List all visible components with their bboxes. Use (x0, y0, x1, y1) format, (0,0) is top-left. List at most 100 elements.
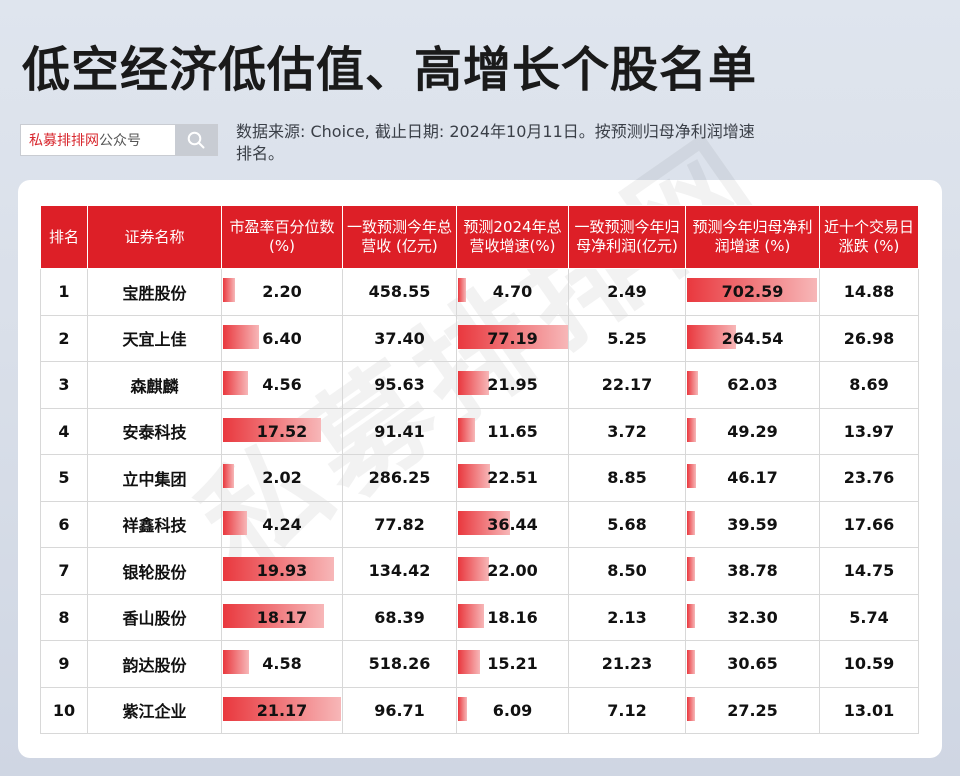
cell-profit: 8.85 (568, 454, 686, 502)
cell-value: 8.50 (607, 561, 647, 581)
cell-profit: 3.72 (568, 407, 686, 455)
cell-value: 22.00 (487, 561, 538, 581)
header-change-10d: 近十个交易日涨跌 (%) (819, 205, 919, 269)
value-bar (687, 464, 696, 488)
cell-value: 91.41 (374, 421, 425, 441)
table-row: 3 森麒麟 4.56 95.63 21.95 22.17 62.03 8.69 (40, 361, 919, 409)
value-bar (458, 510, 510, 535)
cell-value: 3.72 (607, 421, 647, 441)
cell-rank: 1 (40, 268, 88, 316)
cell-name: 祥鑫科技 (87, 500, 222, 548)
value-bar (223, 696, 341, 721)
cell-value: 9 (58, 654, 70, 674)
cell-value: 5.74 (849, 607, 889, 627)
stock-table: 排名 证券名称 市盈率百分位数(%) 一致预测今年总营收 (亿元) 预测2024… (40, 205, 919, 734)
cell-profit: 22.17 (568, 361, 686, 409)
cell-revenue: 68.39 (342, 593, 457, 641)
table-row: 2 天宜上佳 6.40 37.40 77.19 5.25 264.54 26.98 (40, 314, 919, 362)
cell-profit: 5.25 (568, 314, 686, 362)
cell-value: 紫江企业 (122, 702, 187, 722)
cell-name: 安泰科技 (87, 407, 222, 455)
cell-revenue-growth: 22.00 (456, 547, 569, 595)
cell-revenue-growth: 18.16 (456, 593, 569, 641)
cell-value: 安泰科技 (122, 423, 187, 443)
cell-value: 77.19 (487, 328, 538, 348)
cell-rank: 2 (40, 314, 88, 362)
value-bar (687, 371, 698, 395)
table-header-row: 排名 证券名称 市盈率百分位数(%) 一致预测今年总营收 (亿元) 预测2024… (40, 205, 919, 269)
value-bar (458, 324, 568, 349)
cell-rank: 7 (40, 547, 88, 595)
table-row: 8 香山股份 18.17 68.39 18.16 2.13 32.30 5.74 (40, 593, 919, 641)
cell-revenue: 286.25 (342, 454, 457, 502)
cell-value: 韵达股份 (122, 655, 187, 675)
cell-value: 49.29 (727, 421, 778, 441)
value-bar (687, 417, 696, 442)
cell-value: 77.82 (374, 514, 425, 534)
cell-value: 5.25 (607, 328, 647, 348)
page-title: 低空经济低估值、高增长个股名单 (22, 42, 758, 98)
cell-profit-growth: 27.25 (685, 686, 820, 734)
cell-value: 21.17 (256, 700, 308, 720)
value-bar (458, 417, 475, 442)
cell-pe-percentile: 4.56 (221, 361, 343, 409)
cell-value: 2.02 (262, 468, 302, 488)
cell-value: 19.93 (256, 561, 308, 581)
value-bar (458, 464, 490, 488)
cell-value: 2 (58, 328, 70, 348)
cell-name: 韵达股份 (87, 640, 222, 688)
cell-profit-growth: 30.65 (685, 640, 820, 688)
cell-change-10d: 13.97 (819, 407, 919, 455)
cell-change-10d: 13.01 (819, 686, 919, 734)
cell-profit-growth: 46.17 (685, 454, 820, 502)
cell-value: 702.59 (721, 282, 784, 302)
value-bar (223, 371, 248, 395)
value-bar (687, 557, 695, 581)
value-bar (458, 278, 466, 302)
cell-change-10d: 8.69 (819, 361, 919, 409)
cell-value: 17.52 (256, 421, 308, 441)
value-bar (687, 650, 695, 674)
cell-value: 立中集团 (122, 469, 187, 489)
value-bar (223, 324, 259, 349)
cell-value: 23.76 (843, 468, 895, 488)
value-bar (223, 510, 247, 535)
cell-value: 10 (52, 700, 76, 720)
cell-change-10d: 14.75 (819, 547, 919, 595)
cell-value: 21.23 (601, 654, 653, 674)
cell-profit: 8.50 (568, 547, 686, 595)
cell-name: 银轮股份 (87, 547, 222, 595)
value-bar (687, 696, 695, 721)
cell-name: 宝胜股份 (87, 268, 222, 316)
value-bar (687, 278, 817, 302)
cell-value: 8.69 (849, 375, 889, 395)
cell-value: 22.17 (601, 375, 653, 395)
cell-pe-percentile: 19.93 (221, 547, 343, 595)
data-source-note: 数据来源: Choice, 截止日期: 2024年10月11日。按预测归母净利润… (236, 122, 755, 163)
cell-value: 36.44 (487, 514, 538, 534)
cell-rank: 4 (40, 407, 88, 455)
cell-revenue-growth: 21.95 (456, 361, 569, 409)
cell-profit-growth: 702.59 (685, 268, 820, 316)
cell-value: 96.71 (374, 700, 425, 720)
cell-value: 6.09 (492, 700, 533, 720)
cell-revenue-growth: 6.09 (456, 686, 569, 734)
cell-value: 13.01 (843, 700, 895, 720)
table-row: 6 祥鑫科技 4.24 77.82 36.44 5.68 39.59 17.66 (40, 500, 919, 548)
cell-value: 祥鑫科技 (122, 516, 187, 536)
cell-value: 宝胜股份 (122, 283, 187, 303)
cell-profit-growth: 49.29 (685, 407, 820, 455)
table-row: 4 安泰科技 17.52 91.41 11.65 3.72 49.29 13.97 (40, 407, 919, 455)
header-profit: 一致预测今年归母净利润(亿元) (568, 205, 686, 269)
value-bar (687, 510, 695, 535)
cell-revenue: 37.40 (342, 314, 457, 362)
cell-profit-growth: 32.30 (685, 593, 820, 641)
cell-value: 458.55 (368, 282, 431, 302)
cell-value: 264.54 (721, 328, 784, 348)
cell-revenue: 96.71 (342, 686, 457, 734)
search-box[interactable]: 私募排排网 公众号 (20, 124, 218, 156)
cell-value: 10.59 (843, 654, 895, 674)
cell-value: 46.17 (727, 468, 778, 488)
search-button[interactable] (175, 125, 217, 155)
cell-profit: 2.13 (568, 593, 686, 641)
